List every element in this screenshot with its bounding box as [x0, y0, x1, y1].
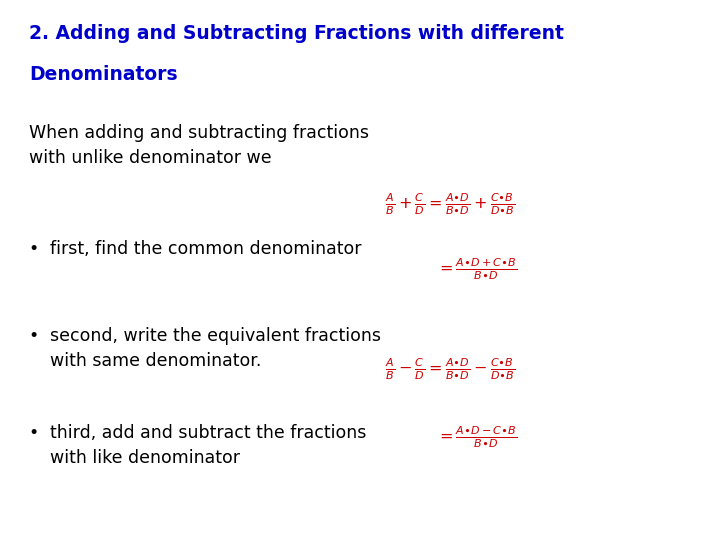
Text: •: •: [29, 424, 39, 442]
Text: $=\frac{A{\bullet}D-C{\bullet}B}{B{\bullet}D}$: $=\frac{A{\bullet}D-C{\bullet}B}{B{\bull…: [436, 424, 517, 450]
Text: When adding and subtracting fractions
with unlike denominator we: When adding and subtracting fractions wi…: [29, 124, 369, 167]
Text: 2. Adding and Subtracting Fractions with different: 2. Adding and Subtracting Fractions with…: [29, 24, 564, 43]
Text: •: •: [29, 327, 39, 345]
Text: $\frac{A}{B}+\frac{C}{D}=\frac{A{\bullet}D}{B{\bullet}D}+\frac{C{\bullet}B}{D{\b: $\frac{A}{B}+\frac{C}{D}=\frac{A{\bullet…: [385, 192, 516, 218]
Text: $=\frac{A{\bullet}D+C{\bullet}B}{B{\bullet}D}$: $=\frac{A{\bullet}D+C{\bullet}B}{B{\bull…: [436, 256, 517, 282]
Text: •: •: [29, 240, 39, 258]
Text: second, write the equivalent fractions
with same denominator.: second, write the equivalent fractions w…: [50, 327, 382, 370]
Text: third, add and subtract the fractions
with like denominator: third, add and subtract the fractions wi…: [50, 424, 366, 467]
Text: Denominators: Denominators: [29, 65, 177, 84]
Text: first, find the common denominator: first, find the common denominator: [50, 240, 362, 258]
Text: $\frac{A}{B}-\frac{C}{D}=\frac{A{\bullet}D}{B{\bullet}D}-\frac{C{\bullet}B}{D{\b: $\frac{A}{B}-\frac{C}{D}=\frac{A{\bullet…: [385, 356, 516, 382]
